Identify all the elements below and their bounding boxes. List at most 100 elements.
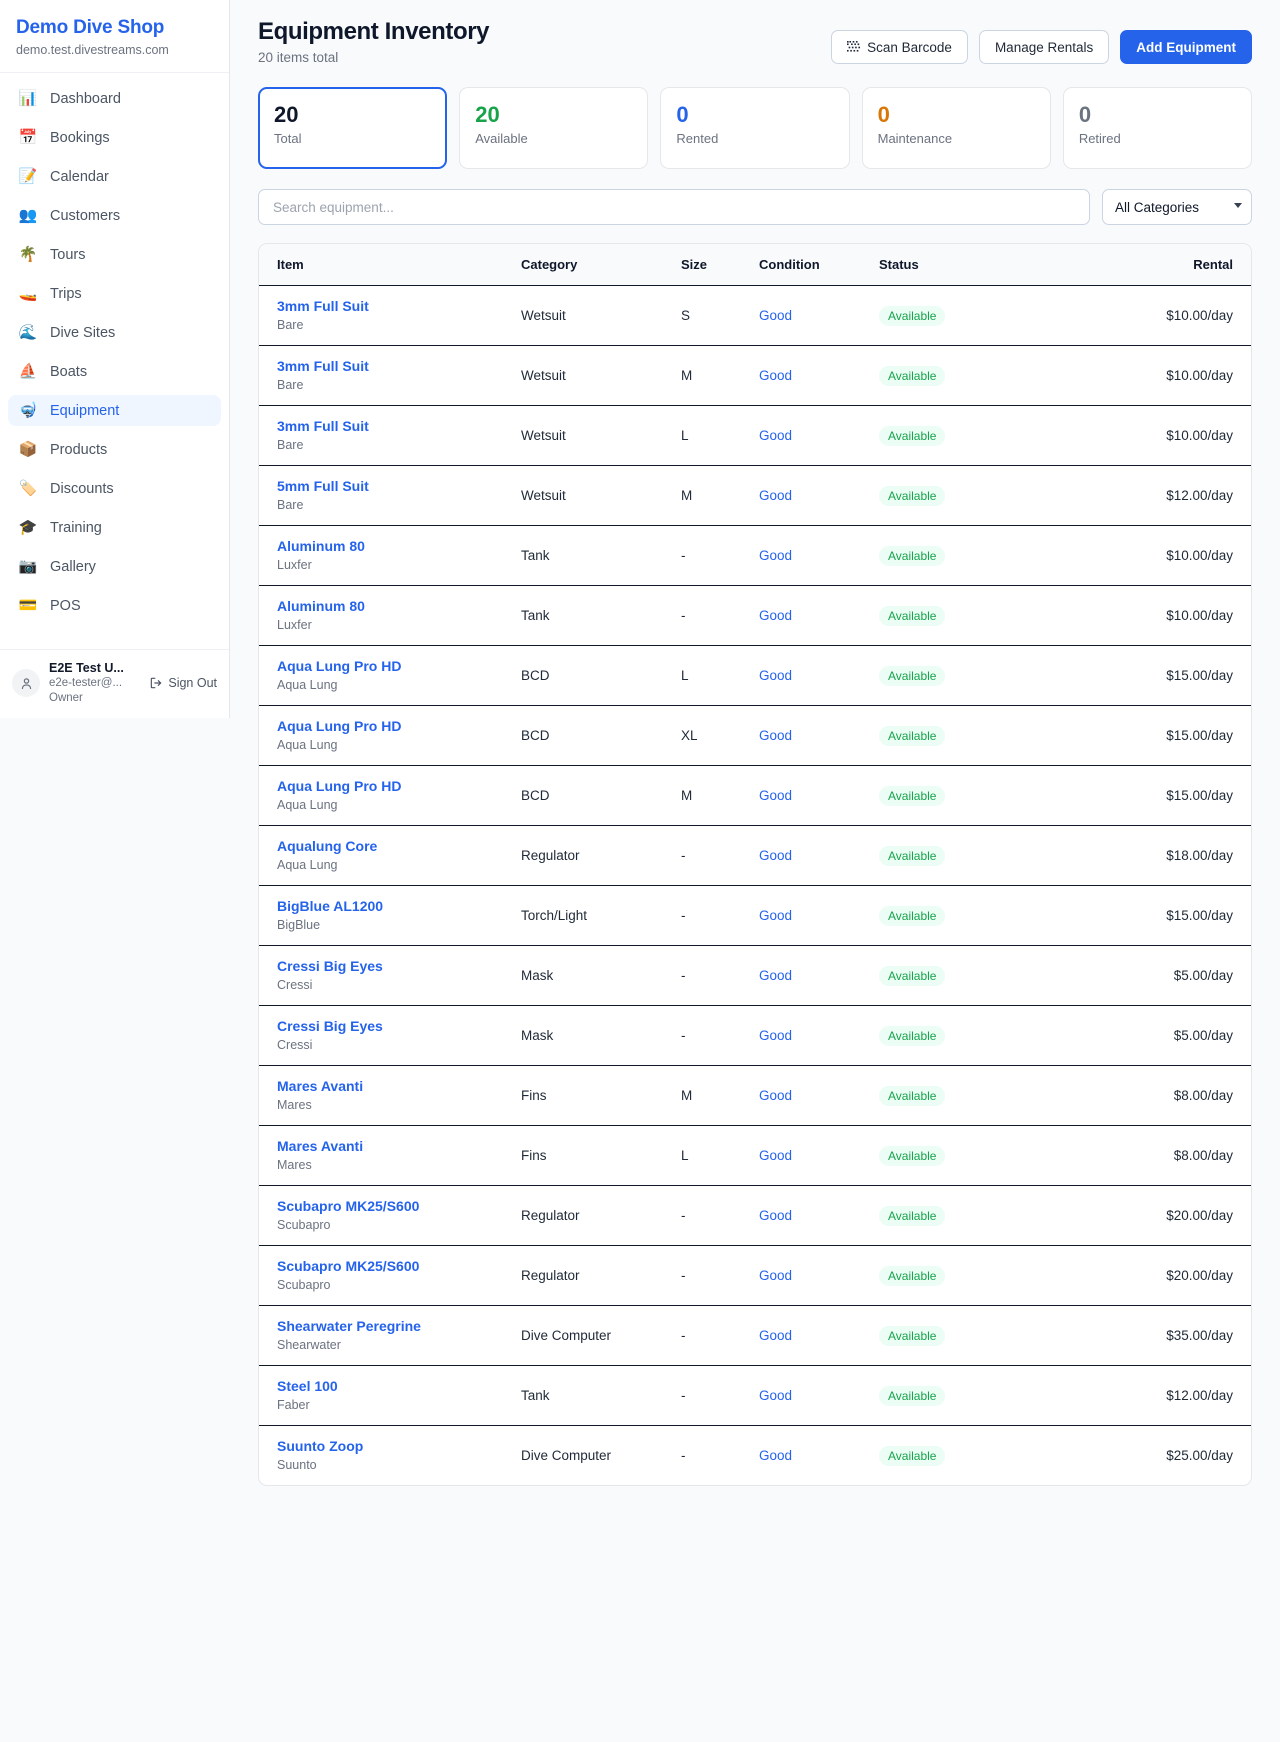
item-link[interactable]: Aluminum 80 — [277, 538, 365, 554]
cell-condition[interactable]: Good — [759, 825, 879, 886]
table-row[interactable]: Aqua Lung Pro HD Aqua Lung BCD M Good Availab… — [259, 765, 1251, 826]
table-row[interactable]: Steel 100 Faber Tank - Good Available $12.00/d… — [259, 1365, 1251, 1426]
condition-link[interactable]: Good — [759, 488, 793, 503]
cell-condition[interactable]: Good — [759, 945, 879, 1006]
condition-link[interactable]: Good — [759, 668, 793, 683]
table-row[interactable]: 3mm Full Suit Bare Wetsuit M Good Available $1… — [259, 345, 1251, 406]
table-row[interactable]: Cressi Big Eyes Cressi Mask - Good Available $… — [259, 945, 1251, 1006]
cell-condition[interactable]: Good — [759, 1305, 879, 1366]
scan-barcode-button[interactable]: Scan Barcode — [831, 30, 968, 64]
table-row[interactable]: Mares Avanti Mares Fins M Good Available $8.00… — [259, 1065, 1251, 1126]
sidebar-item-products[interactable]: 📦 Products — [8, 434, 221, 465]
cell-condition[interactable]: Good — [759, 1365, 879, 1426]
cell-condition[interactable]: Good — [759, 405, 879, 466]
table-row[interactable]: 3mm Full Suit Bare Wetsuit L Good Available $1… — [259, 405, 1251, 466]
cell-condition[interactable]: Good — [759, 705, 879, 766]
cell-condition[interactable]: Good — [759, 1245, 879, 1306]
condition-link[interactable]: Good — [759, 968, 793, 983]
sidebar-item-pos[interactable]: 💳 POS — [8, 590, 221, 621]
add-equipment-button[interactable]: Add Equipment — [1120, 30, 1252, 64]
item-link[interactable]: Aqua Lung Pro HD — [277, 718, 402, 734]
item-link[interactable]: Scubapro MK25/S600 — [277, 1258, 420, 1274]
condition-link[interactable]: Good — [759, 1328, 793, 1343]
sidebar-item-bookings[interactable]: 📅 Bookings — [8, 122, 221, 153]
table-row[interactable]: 5mm Full Suit Bare Wetsuit M Good Available $1… — [259, 465, 1251, 526]
item-link[interactable]: Aqua Lung Pro HD — [277, 778, 402, 794]
cell-condition[interactable]: Good — [759, 525, 879, 586]
condition-link[interactable]: Good — [759, 1268, 793, 1283]
column-header-size[interactable]: Size — [681, 244, 759, 286]
stat-card-available[interactable]: 20 Available — [459, 87, 649, 169]
table-row[interactable]: Cressi Big Eyes Cressi Mask - Good Available $… — [259, 1005, 1251, 1066]
item-link[interactable]: Steel 100 — [277, 1378, 338, 1394]
cell-condition[interactable]: Good — [759, 1005, 879, 1066]
sidebar-item-dive-sites[interactable]: 🌊 Dive Sites — [8, 317, 221, 348]
category-select[interactable]: All Categories — [1102, 189, 1252, 225]
condition-link[interactable]: Good — [759, 1208, 793, 1223]
sign-out-button[interactable]: Sign Out — [149, 676, 217, 690]
item-link[interactable]: Aqua Lung Pro HD — [277, 658, 402, 674]
item-link[interactable]: Mares Avanti — [277, 1078, 364, 1094]
sidebar-item-gallery[interactable]: 📷 Gallery — [8, 551, 221, 582]
cell-condition[interactable]: Good — [759, 645, 879, 706]
cell-condition[interactable]: Good — [759, 1185, 879, 1246]
item-link[interactable]: 3mm Full Suit — [277, 298, 369, 314]
cell-condition[interactable]: Good — [759, 885, 879, 946]
sidebar-item-trips[interactable]: 🚤 Trips — [8, 278, 221, 309]
cell-condition[interactable]: Good — [759, 585, 879, 646]
sidebar-item-customers[interactable]: 👥 Customers — [8, 200, 221, 231]
condition-link[interactable]: Good — [759, 548, 793, 563]
sidebar-item-dashboard[interactable]: 📊 Dashboard — [8, 83, 221, 114]
table-row[interactable]: Aqua Lung Pro HD Aqua Lung BCD XL Good Availa… — [259, 705, 1251, 766]
item-link[interactable]: Mares Avanti — [277, 1138, 364, 1154]
cell-condition[interactable]: Good — [759, 345, 879, 406]
condition-link[interactable]: Good — [759, 1148, 793, 1163]
item-link[interactable]: Shearwater Peregrine — [277, 1318, 421, 1334]
item-link[interactable]: 3mm Full Suit — [277, 418, 369, 434]
condition-link[interactable]: Good — [759, 428, 793, 443]
table-row[interactable]: Aluminum 80 Luxfer Tank - Good Available $10.0… — [259, 525, 1251, 586]
table-row[interactable]: Aqualung Core Aqua Lung Regulator - Good Avai… — [259, 825, 1251, 886]
condition-link[interactable]: Good — [759, 728, 793, 743]
item-link[interactable]: BigBlue AL1200 — [277, 898, 384, 914]
condition-link[interactable]: Good — [759, 608, 793, 623]
table-row[interactable]: BigBlue AL1200 BigBlue Torch/Light - Good Ava… — [259, 885, 1251, 946]
table-row[interactable]: Scubapro MK25/S600 Scubapro Regulator - Good… — [259, 1185, 1251, 1246]
sidebar-item-calendar[interactable]: 📝 Calendar — [8, 161, 221, 192]
sidebar-item-discounts[interactable]: 🏷️ Discounts — [8, 473, 221, 504]
search-input[interactable] — [258, 189, 1090, 225]
condition-link[interactable]: Good — [759, 368, 793, 383]
table-row[interactable]: 3mm Full Suit Bare Wetsuit S Good Available $1… — [259, 285, 1251, 346]
condition-link[interactable]: Good — [759, 1448, 793, 1463]
item-link[interactable]: Aluminum 80 — [277, 598, 365, 614]
cell-condition[interactable]: Good — [759, 1426, 879, 1486]
column-header-category[interactable]: Category — [521, 244, 681, 286]
stat-card-retired[interactable]: 0 Retired — [1062, 87, 1253, 169]
table-row[interactable]: Aqua Lung Pro HD Aqua Lung BCD L Good Availab… — [259, 645, 1251, 706]
item-link[interactable]: 5mm Full Suit — [277, 478, 369, 494]
manage-rentals-button[interactable]: Manage Rentals — [978, 30, 1110, 64]
sidebar-item-boats[interactable]: ⛵ Boats — [8, 356, 221, 387]
column-header-item[interactable]: Item — [259, 244, 521, 286]
cell-condition[interactable]: Good — [759, 765, 879, 826]
stat-card-maintenance[interactable]: 0 Maintenance — [861, 87, 1051, 169]
item-link[interactable]: Cressi Big Eyes — [277, 1018, 383, 1034]
cell-condition[interactable]: Good — [759, 1065, 879, 1126]
item-link[interactable]: 3mm Full Suit — [277, 358, 369, 374]
cell-condition[interactable]: Good — [759, 1125, 879, 1186]
condition-link[interactable]: Good — [759, 1028, 793, 1043]
table-row[interactable]: Shearwater Peregrine Shearwater Dive Compu… — [259, 1305, 1251, 1366]
item-link[interactable]: Suunto Zoop — [277, 1438, 364, 1454]
item-link[interactable]: Cressi Big Eyes — [277, 958, 383, 974]
sidebar-item-training[interactable]: 🎓 Training — [8, 512, 221, 543]
condition-link[interactable]: Good — [759, 1388, 793, 1403]
stat-card-total[interactable]: 20 Total — [258, 87, 448, 169]
sidebar-item-equipment[interactable]: 🤿 Equipment — [8, 395, 221, 426]
condition-link[interactable]: Good — [759, 308, 793, 323]
condition-link[interactable]: Good — [759, 788, 793, 803]
table-row[interactable]: Suunto Zoop Suunto Dive Computer - Good Avail… — [259, 1426, 1251, 1486]
column-header-condition[interactable]: Condition — [759, 244, 879, 286]
table-row[interactable]: Mares Avanti Mares Fins L Good Available $8.00… — [259, 1125, 1251, 1186]
brand-block[interactable]: Demo Dive Shop demo.test.divestreams.com — [0, 0, 229, 73]
table-row[interactable]: Scubapro MK25/S600 Scubapro Regulator - Good… — [259, 1245, 1251, 1306]
